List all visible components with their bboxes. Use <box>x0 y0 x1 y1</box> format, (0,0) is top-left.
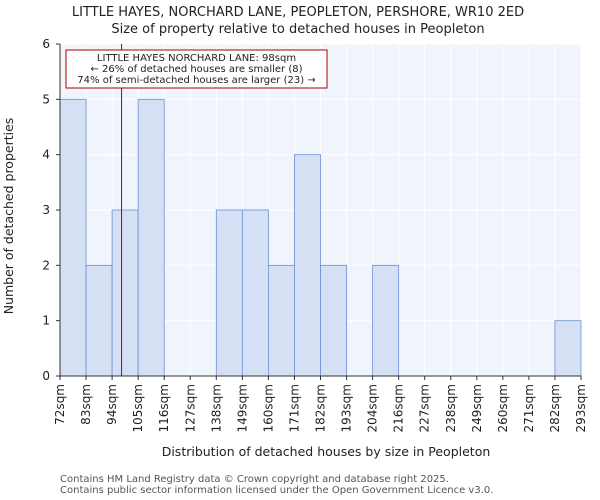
bar <box>372 264 400 377</box>
bars <box>59 98 582 377</box>
x-tick-label: 260sqm <box>496 384 510 432</box>
bar <box>137 98 165 377</box>
x-tick-label: 105sqm <box>131 384 145 432</box>
x-tick-label: 94sqm <box>105 384 119 425</box>
y-tick-label: 1 <box>42 314 50 328</box>
chart-title: LITTLE HAYES, NORCHARD LANE, PEOPLETON, … <box>72 5 524 20</box>
x-tick-label: 138sqm <box>209 384 223 432</box>
x-tick-label: 72sqm <box>53 384 67 425</box>
y-tick-label: 6 <box>42 37 50 51</box>
x-tick-label: 182sqm <box>314 384 328 432</box>
x-tick-label: 83sqm <box>79 384 93 425</box>
bar <box>294 154 321 377</box>
x-tick-label: 160sqm <box>261 384 275 432</box>
bar <box>320 264 347 377</box>
footer-line-1: Contains HM Land Registry data © Crown c… <box>60 474 449 485</box>
annotation-line-3: 74% of semi-detached houses are larger (… <box>77 75 315 86</box>
x-tick-label: 216sqm <box>392 384 406 432</box>
y-tick-label: 3 <box>42 203 50 217</box>
x-tick-label: 171sqm <box>287 384 301 432</box>
x-tick-label: 127sqm <box>183 384 197 432</box>
annotation-line-1: LITTLE HAYES NORCHARD LANE: 98sqm <box>97 53 296 64</box>
x-tick-labels: 72sqm 83sqm 94sqm 105sqm 116sqm 127sqm 138sqm 1… <box>53 376 588 432</box>
y-tick-label: 4 <box>42 148 50 162</box>
bar <box>241 209 269 377</box>
y-tick-labels: 0 1 2 3 4 5 6 <box>42 37 60 383</box>
footer-line-2: Contains public sector information licen… <box>60 485 494 496</box>
x-tick-label: 282sqm <box>548 384 562 432</box>
bar <box>554 320 582 377</box>
x-tick-label: 293sqm <box>574 384 588 432</box>
y-tick-label: 0 <box>42 369 50 383</box>
bar <box>85 264 113 377</box>
marker-annotation: LITTLE HAYES NORCHARD LANE: 98sqm ← 26% … <box>65 49 328 89</box>
y-tick-label: 5 <box>42 92 50 106</box>
y-tick-label: 2 <box>42 258 50 272</box>
x-axis-label: Distribution of detached houses by size … <box>162 444 491 459</box>
bar <box>111 209 139 377</box>
x-tick-label: 238sqm <box>444 384 458 432</box>
x-tick-label: 227sqm <box>418 384 432 432</box>
y-axis-label: Number of detached properties <box>1 118 16 315</box>
x-tick-label: 271sqm <box>522 384 536 432</box>
x-tick-label: 193sqm <box>340 384 354 432</box>
x-tick-label: 249sqm <box>470 384 484 432</box>
bar <box>215 209 243 377</box>
bar <box>267 264 295 377</box>
x-tick-label: 204sqm <box>366 384 380 432</box>
x-tick-label: 116sqm <box>157 384 171 432</box>
chart-subtitle: Size of property relative to detached ho… <box>111 22 484 37</box>
bar <box>59 98 87 377</box>
annotation-line-2: ← 26% of detached houses are smaller (8) <box>91 64 303 75</box>
annotation-box <box>65 49 328 89</box>
x-tick-label: 149sqm <box>235 384 249 432</box>
